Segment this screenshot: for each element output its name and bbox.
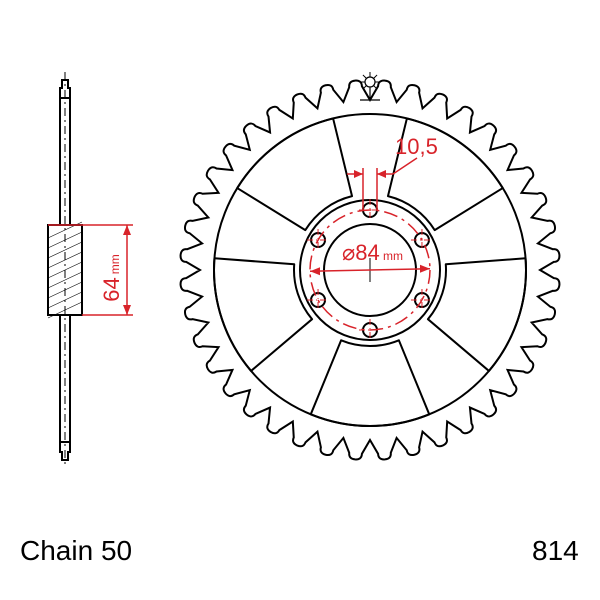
sprocket-diagram: 64mm ⌀84 mm 10,5 Chain 50 814: [0, 0, 600, 600]
dimensions: ⌀84 mm 10,5: [307, 134, 438, 341]
svg-text:⌀84 mm: ⌀84 mm: [342, 240, 403, 265]
part-number: 814: [532, 535, 579, 566]
chain-label: Chain 50: [20, 535, 132, 566]
svg-text:64mm: 64mm: [99, 254, 124, 301]
sprocket-front-view: [181, 72, 560, 459]
svg-text:10,5: 10,5: [395, 134, 438, 159]
side-profile: 64mm: [48, 72, 133, 468]
